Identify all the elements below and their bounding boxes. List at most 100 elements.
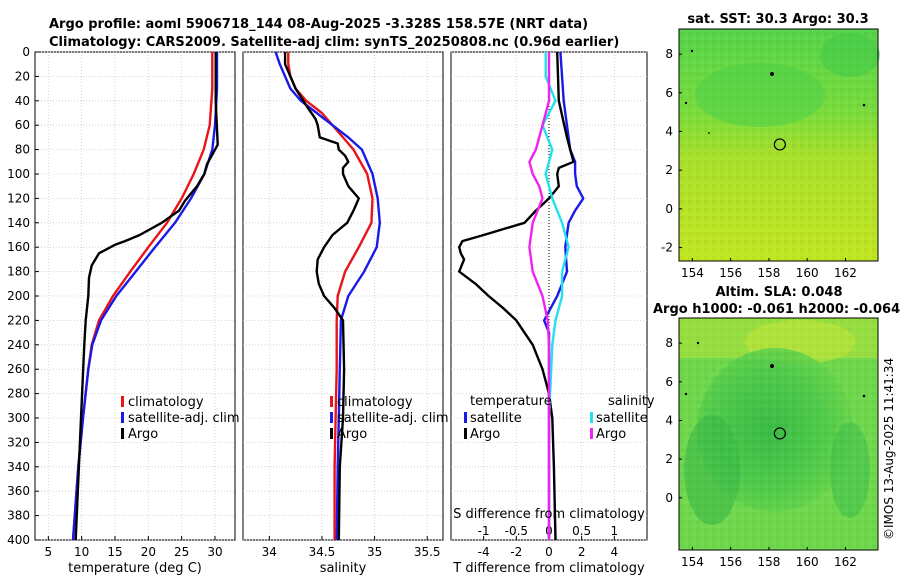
lon-tick-label: 154 xyxy=(681,266,704,280)
x-tick-label: 15 xyxy=(107,545,122,559)
sla-map-frame xyxy=(678,317,879,551)
legend-swatch-t-satellite xyxy=(464,412,467,423)
x-tick-label: 5 xyxy=(45,545,53,559)
sla-map-subtitle: Argo h1000: -0.061 h2000: -0.064 xyxy=(653,302,900,317)
sst-warm-patch-ne xyxy=(820,33,880,77)
island-marker xyxy=(684,101,688,105)
island-marker xyxy=(770,72,774,76)
island-marker xyxy=(684,392,688,396)
legend-label-argo: Argo xyxy=(337,427,367,442)
difference-panel: -4 -2 0 2 4 -1 -0.5 0 0.5 1 S difference from cl… xyxy=(450,51,655,576)
y-tick-label: 220 xyxy=(7,313,30,327)
x2-tick-label: 1 xyxy=(611,524,619,538)
sst-map-title: sat. SST: 30.3 Argo: 30.3 xyxy=(687,12,868,27)
sst-map-lat-ticks: -2 0 2 4 6 8 xyxy=(661,47,682,254)
depth-ticks: 0 20 40 60 80 100 120 140 160 180 200 220 240 260 280 3… xyxy=(7,45,39,547)
y-tick-label: 100 xyxy=(7,167,30,181)
y-tick-label: 180 xyxy=(7,265,30,279)
temperature-ticks: 5 10 15 20 25 30 xyxy=(45,536,223,559)
y-tick-label: 360 xyxy=(7,484,30,498)
series-line-temperature-argo xyxy=(458,51,575,541)
y-tick-label: 200 xyxy=(7,289,30,303)
series-line-satellite-adj-clim xyxy=(71,52,219,541)
x2-tick-label: 0.5 xyxy=(572,524,591,538)
legend-swatch-t-argo xyxy=(464,428,467,439)
sla-map-lat-ticks: 0 2 4 6 8 xyxy=(665,336,682,505)
lat-tick-label: 0 xyxy=(665,202,673,216)
lat-tick-label: 8 xyxy=(665,47,673,61)
legend-swatch-argo xyxy=(330,428,333,439)
lon-tick-label: 158 xyxy=(757,266,780,280)
lat-tick-label: 2 xyxy=(665,163,673,177)
y-tick-label: 60 xyxy=(15,118,30,132)
argo-position-marker xyxy=(773,427,786,440)
y-tick-label: 240 xyxy=(7,338,30,352)
salinity-ticks: 34 34.5 35 35.5 xyxy=(262,536,441,559)
legend-label-t-satellite: satellite xyxy=(470,411,522,426)
lat-tick-label: -2 xyxy=(661,240,673,254)
x-tick-label: 30 xyxy=(207,545,222,559)
x-tick-label: 20 xyxy=(141,545,156,559)
x2-tick-label: -1 xyxy=(478,524,490,538)
series-line-argo xyxy=(283,52,360,541)
lat-tick-label: 4 xyxy=(665,124,673,138)
y-tick-label: 160 xyxy=(7,240,30,254)
island-marker xyxy=(862,394,866,398)
y-tick-label: 320 xyxy=(7,435,30,449)
legend-label-climatology: climatology xyxy=(337,395,413,410)
series-line-salinity-satellite xyxy=(541,52,570,540)
legend-swatch-s-argo xyxy=(590,428,593,439)
header-line-1: Argo profile: aoml 5906718_144 08-Aug-20… xyxy=(49,17,588,32)
legend-swatch-climatology xyxy=(330,396,333,407)
legend-label-s-argo: Argo xyxy=(596,427,626,442)
legend-label-s-satellite: satellite xyxy=(596,411,648,426)
y-tick-label: 120 xyxy=(7,191,30,205)
legend-header-salinity: salinity xyxy=(608,394,655,409)
lat-tick-label: 2 xyxy=(665,452,673,466)
lon-tick-label: 156 xyxy=(719,555,742,569)
y-tick-label: 20 xyxy=(15,69,30,83)
x2-tick-label: -0.5 xyxy=(505,524,528,538)
x-tick-label: 10 xyxy=(74,545,89,559)
temperature-legend: climatology satellite-adj. clim Argo xyxy=(121,395,240,442)
sst-map-lon-ticks: 154 156 158 160 162 xyxy=(681,258,857,280)
sla-field-texture xyxy=(679,318,878,550)
y-tick-label: 380 xyxy=(7,509,30,523)
lon-tick-label: 162 xyxy=(834,266,857,280)
series-line-satellite-adj-clim xyxy=(274,51,381,541)
y-tick-label: 40 xyxy=(15,94,30,108)
legend-swatch-satellite xyxy=(330,412,333,423)
sst-map-frame xyxy=(678,28,879,262)
y-tick-label: 0 xyxy=(22,45,30,59)
sst-map-panel: sat. SST: 30.3 Argo: 30.3 154 156 158 160 16… xyxy=(661,12,880,280)
x-tick-label: -4 xyxy=(478,545,490,559)
s-difference-xlabel: S difference from climatology xyxy=(453,507,645,522)
salinity-xlabel: salinity xyxy=(320,561,367,576)
y-tick-label: 300 xyxy=(7,411,30,425)
series-line-salinity-argo xyxy=(528,52,551,540)
series-line-argo xyxy=(74,52,219,541)
legend-label-argo: Argo xyxy=(128,427,158,442)
difference-lines xyxy=(458,51,585,541)
difference-legend: temperature salinity satellite Argo sate… xyxy=(464,394,655,442)
lat-tick-label: 4 xyxy=(665,413,673,427)
salinity-legend: climatology satellite-adj. clim Argo xyxy=(330,395,449,442)
x-tick-label: 35 xyxy=(367,545,382,559)
lon-tick-label: 154 xyxy=(681,555,704,569)
legend-label-satellite: satellite-adj. clim xyxy=(128,411,240,426)
island-marker xyxy=(862,103,866,107)
imos-credit: ©IMOS 13-Aug-2025 11:41:34 xyxy=(882,358,896,540)
legend-label-t-argo: Argo xyxy=(470,427,500,442)
y-tick-label: 280 xyxy=(7,387,30,401)
y-tick-label: 140 xyxy=(7,216,30,230)
x-tick-label: 0 xyxy=(545,545,553,559)
temperature-lines xyxy=(71,52,219,541)
sla-map-lon-ticks: 154 156 158 160 162 xyxy=(681,547,857,569)
legend-swatch-s-satellite xyxy=(590,412,593,423)
x-tick-label: 34 xyxy=(262,545,277,559)
y-tick-label: 260 xyxy=(7,362,30,376)
x-tick-label: 34.5 xyxy=(309,545,336,559)
lon-tick-label: 162 xyxy=(834,555,857,569)
legend-label-satellite: satellite-adj. clim xyxy=(337,411,449,426)
